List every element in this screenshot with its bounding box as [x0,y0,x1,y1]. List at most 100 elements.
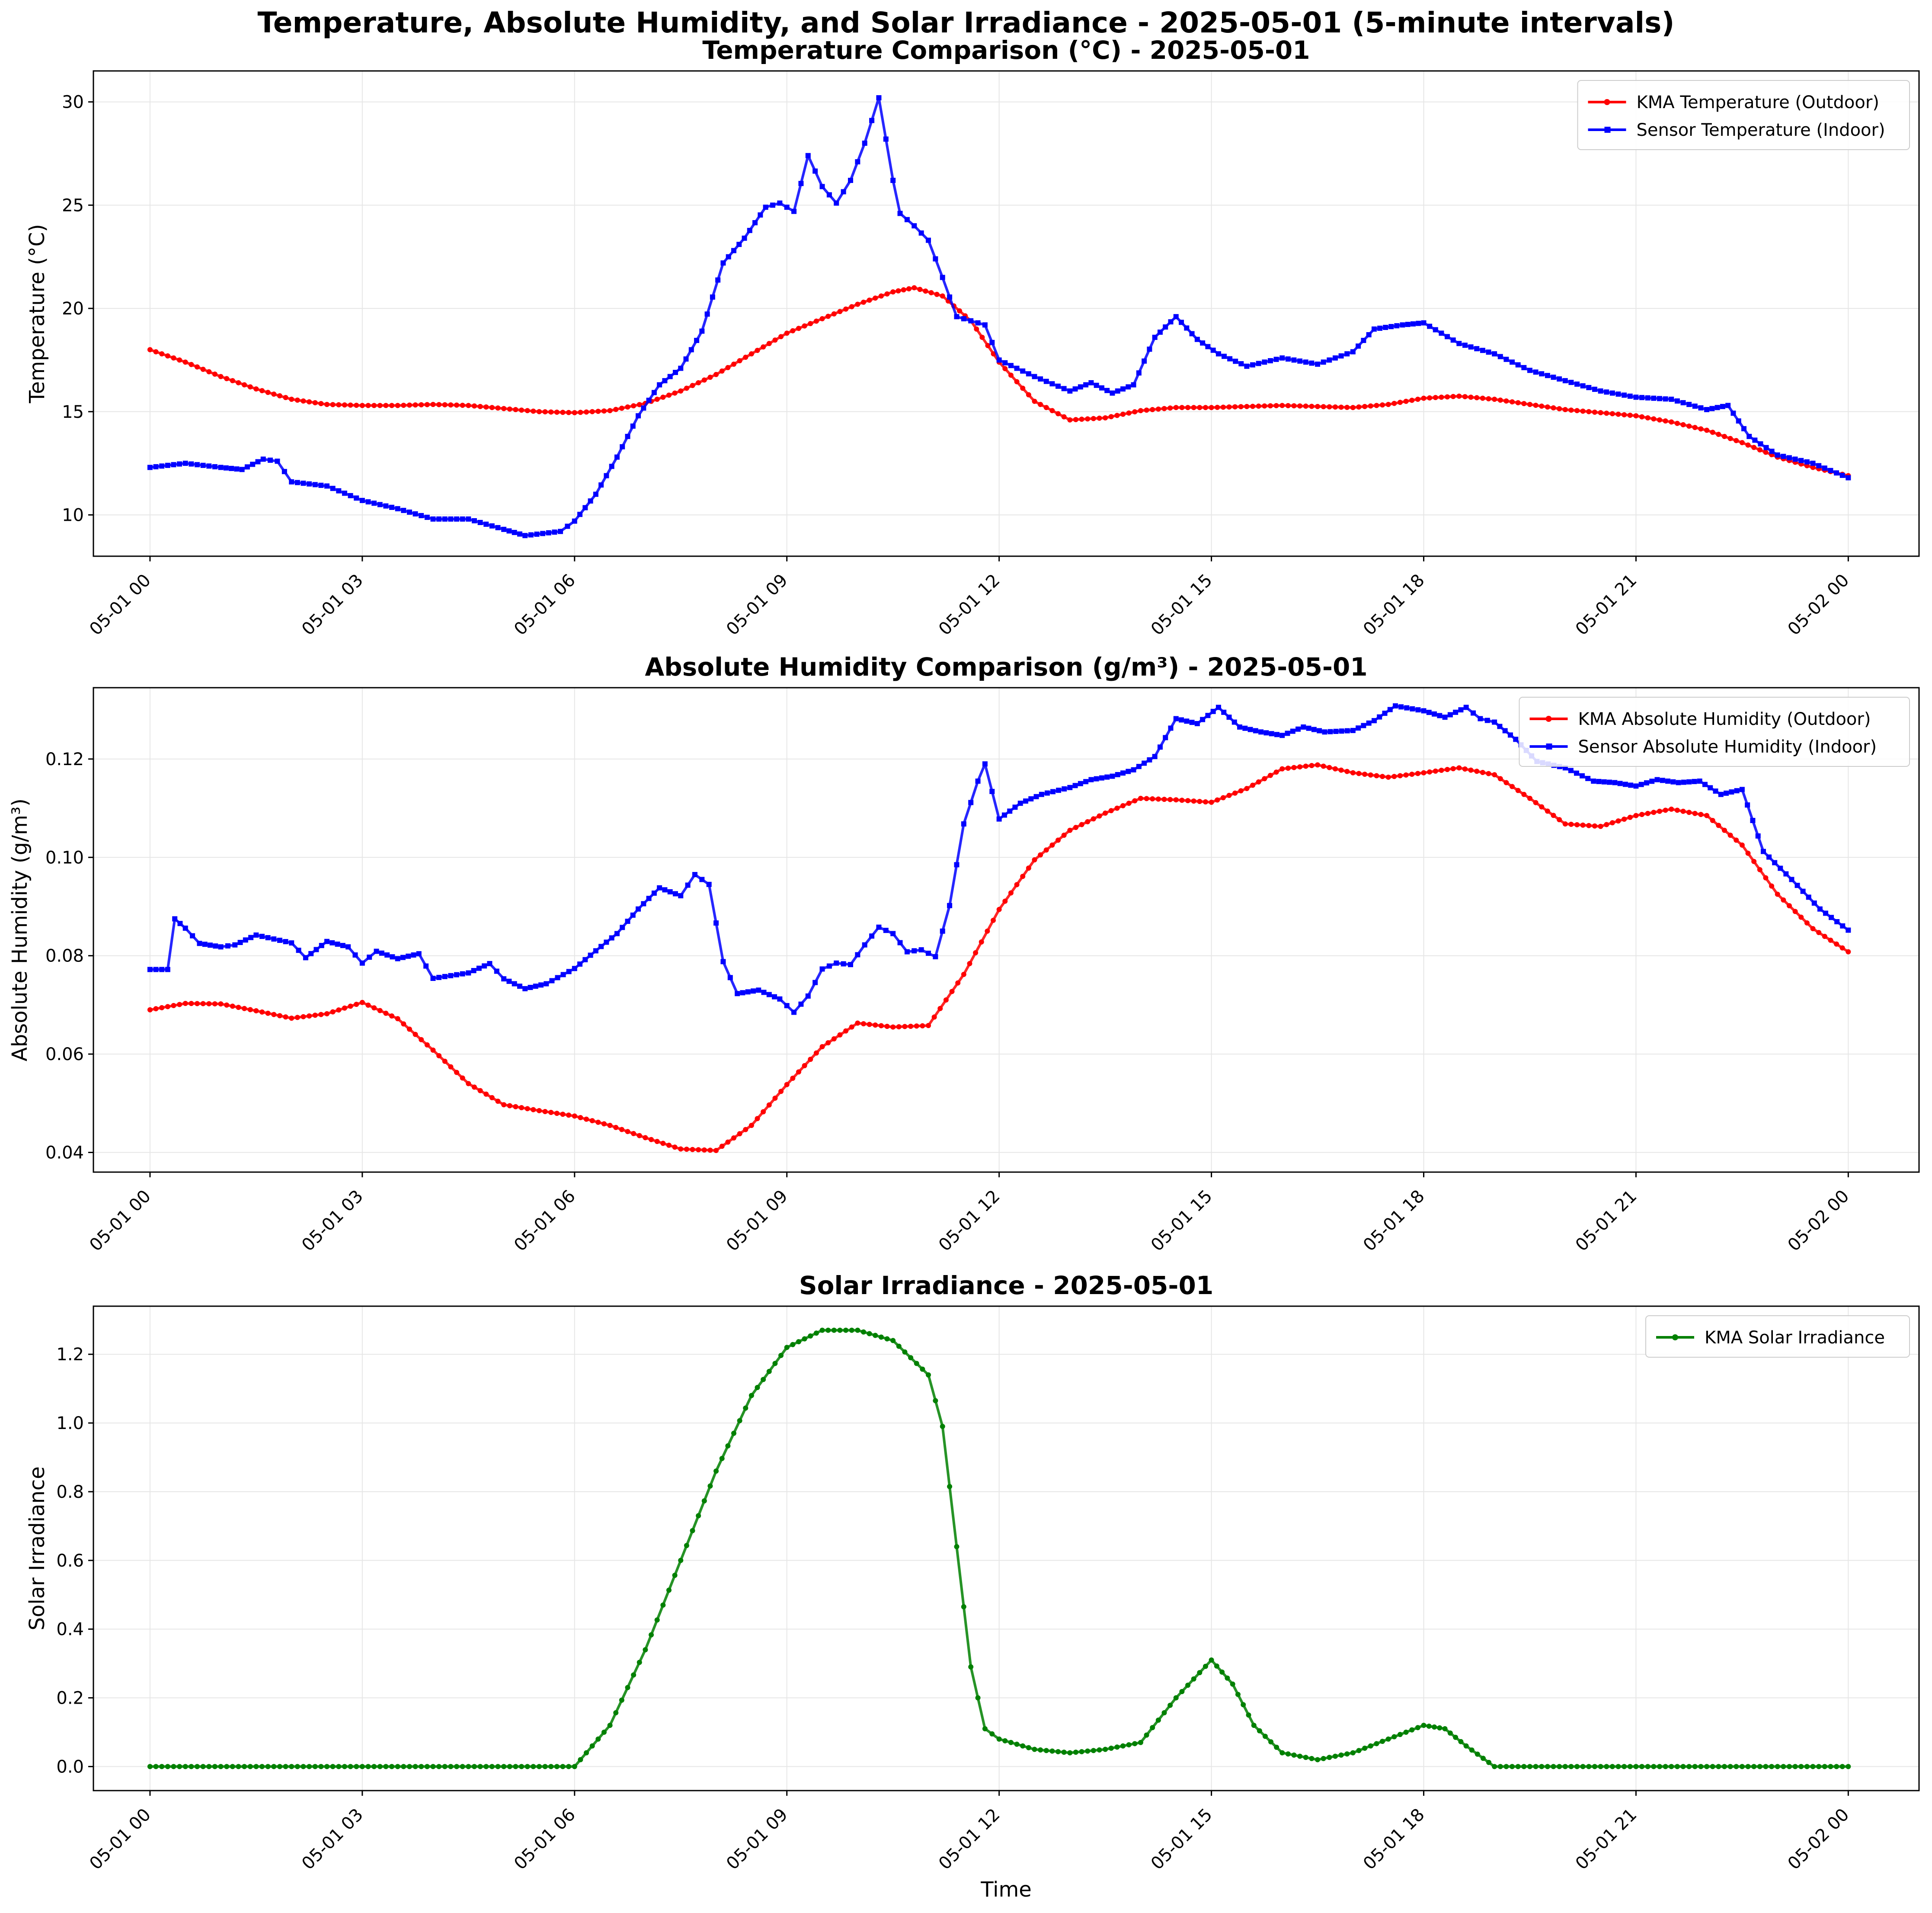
data-point [495,405,501,411]
data-point [259,1009,265,1015]
data-point [1120,411,1126,417]
data-point [1126,410,1132,416]
data-point [589,1743,595,1749]
data-point [974,326,979,332]
data-point [666,392,672,398]
data-point [1039,791,1044,797]
data-point [672,1573,678,1578]
data-point [1279,1750,1285,1756]
data-point [1727,833,1733,838]
data-point [1205,344,1211,349]
data-point [389,1764,395,1769]
data-point [1663,396,1668,402]
data-point [701,377,707,383]
data-point [1757,867,1762,872]
data-point [619,405,624,411]
x-tick-label: 05-01 09 [723,570,792,640]
data-point [1486,349,1491,355]
data-point [182,461,188,466]
data-point [1062,786,1067,792]
data-point [740,990,745,996]
data-point [1745,850,1751,856]
data-point [1002,1738,1008,1743]
data-point [548,1110,554,1115]
data-point [218,465,224,470]
data-point [436,402,442,407]
data-point [1432,711,1437,717]
data-point [159,463,165,469]
data-point [955,980,961,986]
data-point [625,1129,630,1134]
data-point [324,1011,330,1016]
legend-marker [1604,99,1610,105]
legend-marker [1546,743,1552,750]
data-point [761,990,767,995]
data-point [699,328,705,334]
data-point [147,347,153,352]
data-point [876,924,882,930]
data-point [796,1069,801,1075]
data-point [1168,405,1173,411]
data-point [554,1111,560,1116]
data-point [657,382,662,388]
data-point [720,959,726,965]
data-point [371,403,377,408]
data-point [878,1023,884,1029]
data-point [1798,458,1804,463]
data-point [1828,468,1833,473]
data-point [1557,406,1562,412]
data-point [1088,777,1094,782]
data-point [1215,351,1221,357]
data-point [707,1483,713,1489]
data-point [1301,724,1306,730]
data-point [726,254,731,260]
data-point [1108,1746,1114,1751]
data-point [271,1764,277,1769]
data-point [224,376,230,381]
data-point [1539,371,1545,377]
data-point [1209,1657,1214,1663]
data-point [1344,1751,1350,1757]
data-point [577,961,583,967]
data-point [1251,1723,1257,1728]
data-point [1126,1742,1132,1748]
data-point [791,208,797,214]
data-point [704,311,710,317]
data-point [1497,354,1503,359]
data-point [1256,361,1261,366]
data-point [1020,385,1026,391]
data-point [225,943,230,948]
data-point [195,1764,200,1769]
data-point [1562,378,1568,384]
data-point [896,288,901,294]
data-point [1794,883,1800,888]
data-point [230,378,235,384]
data-point [619,1697,624,1703]
data-point [1309,1756,1315,1761]
data-point [1120,386,1126,392]
data-point [1150,796,1155,801]
data-point [352,952,358,958]
data-point [713,1147,719,1153]
data-point [798,181,804,186]
data-point [855,1020,860,1026]
data-point [790,1076,796,1081]
data-point [923,288,928,294]
data-point [1241,1702,1246,1708]
data-point [1800,888,1806,894]
data-point [620,444,625,449]
data-point [1750,818,1756,824]
data-point [442,516,448,522]
data-point [607,408,613,413]
data-point [1366,332,1372,337]
data-point [1775,452,1780,458]
data-point [265,1010,271,1016]
data-point [1822,1764,1827,1769]
data-point [1200,717,1206,722]
data-point [289,397,294,402]
data-point [1295,726,1301,732]
data-point [873,1333,878,1338]
data-point [735,991,740,997]
data-point [1442,715,1448,720]
data-point [1225,1675,1230,1681]
